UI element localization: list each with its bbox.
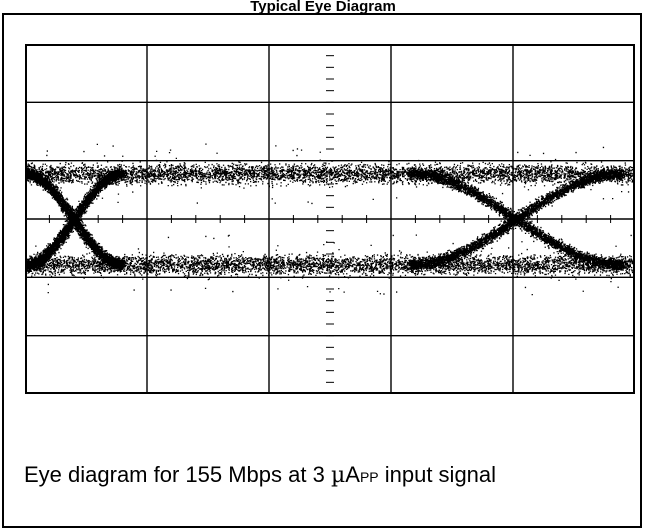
caption-unit-a: A — [345, 462, 360, 487]
page-title: Typical Eye Diagram — [250, 0, 396, 15]
caption-prefix: Eye diagram for 155 Mbps at 3 — [24, 462, 331, 487]
caption-suffix: input signal — [378, 462, 497, 487]
trace-samples — [25, 143, 635, 296]
figure-frame — [2, 13, 642, 528]
scope-graticule — [25, 44, 635, 394]
figure-caption: Eye diagram for 155 Mbps at 3 µAPP input… — [24, 461, 496, 491]
eye-trace — [25, 143, 635, 296]
caption-unit-mu: µ — [330, 463, 346, 488]
eye-diagram-chart — [25, 44, 635, 394]
caption-unit-subscript: PP — [359, 469, 379, 485]
